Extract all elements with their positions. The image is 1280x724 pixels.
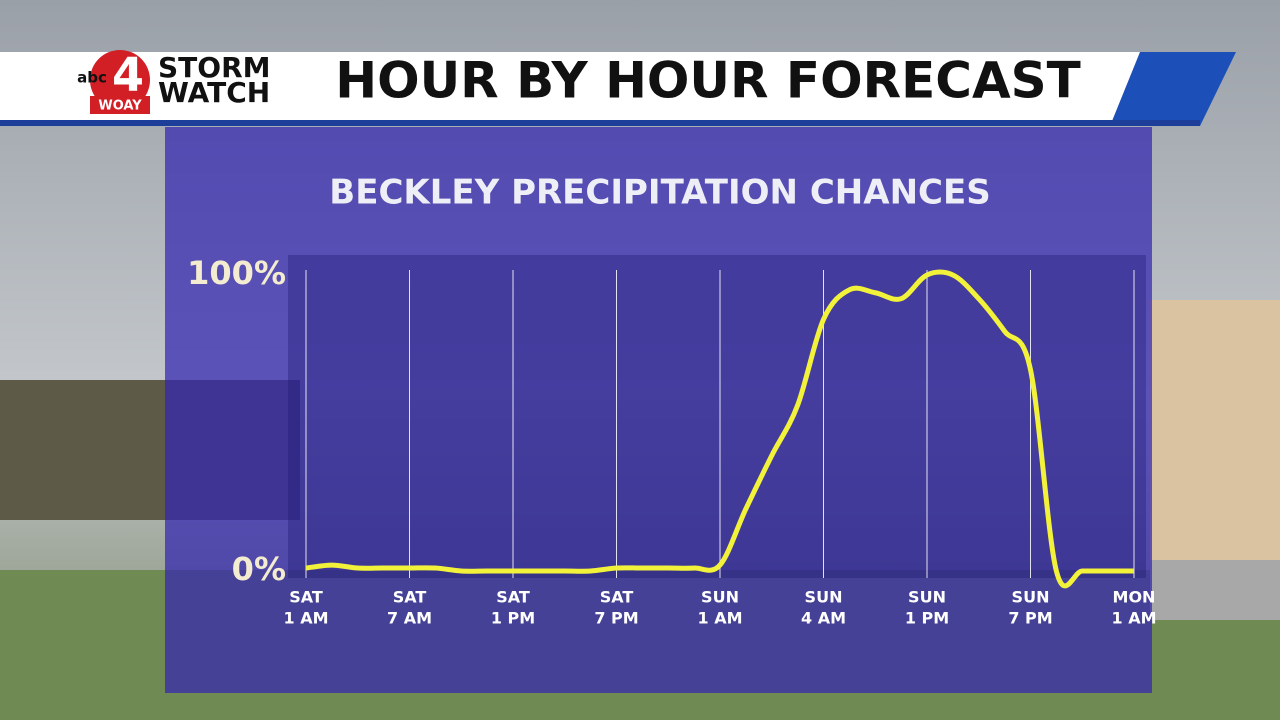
x-tick-label: SUN: [1012, 588, 1050, 607]
header-accent: [1110, 52, 1236, 126]
x-tick-label: 4 AM: [801, 609, 846, 628]
x-tick-label: 1 AM: [1111, 609, 1156, 628]
x-tick-label: SUN: [805, 588, 843, 607]
x-tick-label: SUN: [908, 588, 946, 607]
x-tick-label: 7 AM: [387, 609, 432, 628]
chart-title: BECKLEY PRECIPITATION CHANCES: [329, 173, 990, 213]
x-tick-label: 7 PM: [594, 609, 638, 628]
x-tick-label: 1 PM: [905, 609, 949, 628]
building: [1150, 300, 1280, 560]
brand-line: STORM: [158, 51, 271, 84]
y-tick-label: 0%: [232, 550, 286, 588]
chart-panel: [165, 127, 1152, 693]
road: [1150, 560, 1280, 620]
logo-station-bg: [90, 96, 150, 114]
x-tick-label: 1 AM: [283, 609, 328, 628]
x-tick-label: 1 PM: [491, 609, 535, 628]
plot-area: [288, 255, 1146, 578]
x-tick-label: SAT: [289, 588, 323, 607]
x-tick-label: SAT: [496, 588, 530, 607]
x-tick-label: MON: [1113, 588, 1156, 607]
logo-network: abc: [77, 69, 107, 87]
header-title: HOUR BY HOUR FORECAST: [335, 52, 1081, 110]
x-tick-label: SAT: [600, 588, 634, 607]
logo-number: 4: [112, 48, 144, 102]
logo-station: WOAY: [98, 99, 142, 114]
y-tick-label: 100%: [187, 254, 286, 292]
precip-line: [305, 269, 1134, 589]
x-tick-label: SUN: [701, 588, 739, 607]
logo-disc: [90, 50, 150, 110]
header-underline: [0, 120, 1200, 126]
x-tick-label: SAT: [393, 588, 427, 607]
brand-line: WATCH: [158, 76, 270, 109]
header-bar: [0, 52, 1150, 126]
x-tick-label: 1 AM: [697, 609, 742, 628]
x-tick-label: 7 PM: [1008, 609, 1052, 628]
